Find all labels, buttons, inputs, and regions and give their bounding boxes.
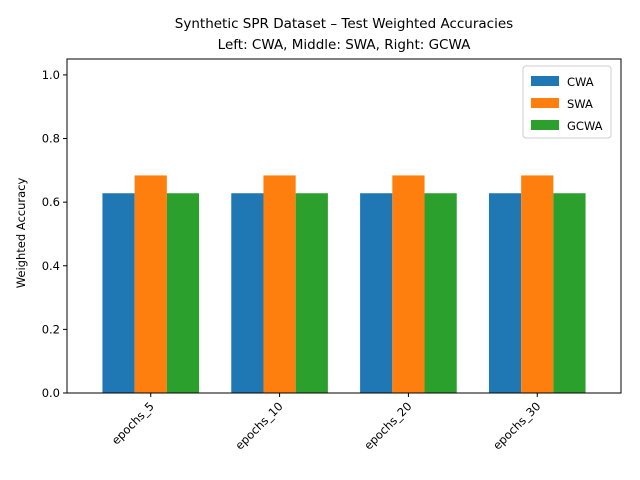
legend-label-cwa: CWA bbox=[567, 75, 594, 89]
y-tick-label: 0.6 bbox=[42, 195, 60, 209]
y-tick-label: 0.0 bbox=[42, 386, 60, 400]
bar-cwa-epochs_5 bbox=[102, 193, 135, 393]
y-tick-label: 0.4 bbox=[42, 259, 60, 273]
bar-cwa-epochs_30 bbox=[488, 193, 522, 393]
bar-cwa-epochs_20 bbox=[360, 193, 393, 393]
y-tick-label: 0.8 bbox=[42, 132, 60, 146]
plot-frame bbox=[66, 58, 622, 394]
x-tick-label: epochs_10 bbox=[232, 399, 285, 452]
bar-swa-epochs_10 bbox=[263, 175, 296, 393]
legend-swatch-cwa bbox=[531, 76, 559, 86]
y-axis-label: Weighted Accuracy bbox=[14, 178, 28, 289]
x-tick-label: epochs_5 bbox=[109, 399, 157, 447]
bar-gcwa-epochs_10 bbox=[295, 193, 328, 393]
y-tick-label: 1.0 bbox=[42, 68, 60, 82]
bar-cwa-epochs_10 bbox=[231, 193, 264, 393]
bar-swa-epochs_30 bbox=[521, 175, 554, 393]
bar-gcwa-epochs_20 bbox=[424, 193, 457, 393]
legend-label-swa: SWA bbox=[567, 97, 593, 111]
bar-swa-epochs_20 bbox=[392, 175, 425, 393]
legend-label-gcwa: GCWA bbox=[567, 119, 603, 133]
chart-subtitle: Left: CWA, Middle: SWA, Right: GCWA bbox=[218, 37, 471, 53]
x-tick-label: epochs_30 bbox=[490, 399, 543, 452]
bar-swa-epochs_5 bbox=[134, 175, 167, 393]
y-tick-label: 0.2 bbox=[42, 322, 60, 336]
bars-group bbox=[102, 175, 586, 393]
legend: CWA SWA GCWA bbox=[522, 65, 612, 139]
bar-gcwa-epochs_30 bbox=[553, 193, 586, 393]
legend-swatch-gcwa bbox=[531, 120, 559, 130]
chart-title: Synthetic SPR Dataset – Test Weighted Ac… bbox=[175, 16, 513, 32]
bar-gcwa-epochs_5 bbox=[166, 193, 200, 393]
legend-swatch-swa bbox=[531, 98, 559, 108]
x-tick-label: epochs_20 bbox=[361, 399, 414, 452]
